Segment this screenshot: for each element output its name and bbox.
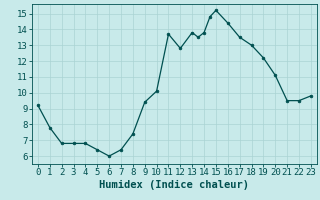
X-axis label: Humidex (Indice chaleur): Humidex (Indice chaleur) (100, 180, 249, 190)
